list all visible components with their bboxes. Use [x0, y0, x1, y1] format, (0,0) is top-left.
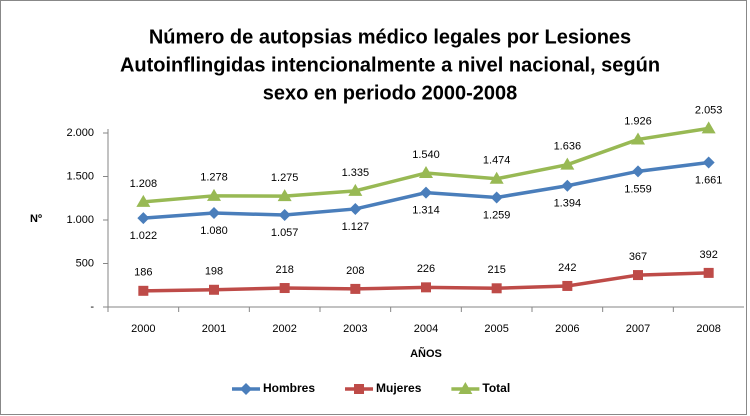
data-point	[209, 284, 219, 295]
data-label: 1.022	[130, 230, 158, 242]
data-point	[633, 270, 643, 281]
x-tick-label: 2000	[131, 323, 155, 335]
data-label: 198	[205, 266, 223, 278]
legend-label: Total	[482, 381, 510, 395]
data-point	[489, 171, 504, 184]
y-tick-label: 500	[76, 257, 94, 269]
data-label: 1.540	[412, 149, 440, 161]
data-label: 226	[417, 263, 435, 275]
x-tick-label: 2004	[414, 323, 438, 335]
data-label: 1.636	[554, 141, 582, 153]
y-tick-label: 2.000	[66, 127, 94, 139]
data-label: 208	[346, 265, 364, 277]
x-tick-label: 2005	[484, 323, 508, 335]
data-label: 1.127	[342, 221, 370, 233]
x-axis-label: AÑOS	[410, 347, 442, 360]
y-axis-label: Nº	[30, 213, 42, 225]
data-point	[420, 186, 432, 199]
legend-marker	[240, 383, 252, 395]
data-point	[138, 285, 149, 296]
data-point	[562, 280, 573, 291]
data-point	[631, 132, 645, 145]
data-label: 367	[629, 251, 647, 263]
data-point	[701, 121, 716, 134]
data-point	[349, 202, 362, 215]
data-label: 2.053	[695, 104, 723, 116]
x-tick-label: 2006	[555, 323, 579, 335]
data-label: 1.057	[271, 227, 299, 239]
data-point	[560, 157, 575, 170]
data-point	[490, 191, 503, 204]
legend-marker	[354, 384, 365, 394]
data-label: 1.661	[695, 174, 723, 186]
data-label: 1.259	[483, 209, 511, 221]
data-point	[491, 283, 502, 294]
chart-title: Autoinflingidas intencionalmente a nivel…	[120, 54, 660, 76]
x-tick-label: 2008	[696, 323, 720, 335]
y-tick-label: -	[90, 301, 94, 313]
data-label: 1.208	[130, 178, 158, 190]
data-point	[136, 194, 151, 207]
data-label: 242	[558, 262, 576, 274]
data-label: 1.080	[200, 225, 228, 237]
data-label: 1.474	[483, 155, 511, 167]
data-label: 1.335	[342, 167, 370, 179]
data-label: 1.926	[624, 115, 652, 127]
x-tick-label: 2002	[272, 323, 296, 335]
data-point	[350, 283, 361, 294]
chart-title: Número de autopsias médico legales por L…	[149, 26, 631, 48]
legend-label: Mujeres	[376, 381, 422, 395]
x-tick-label: 2001	[202, 323, 226, 335]
legend-marker	[458, 382, 473, 394]
data-point	[208, 207, 220, 220]
data-label: 1.314	[412, 205, 440, 217]
data-label: 392	[699, 249, 717, 261]
legend-label: Hombres	[263, 381, 315, 395]
data-point	[703, 267, 714, 278]
data-label: 218	[275, 264, 293, 276]
data-label: 1.275	[271, 172, 299, 184]
y-tick-label: 1.500	[66, 170, 94, 182]
data-label: 1.559	[624, 183, 652, 195]
data-point	[207, 188, 221, 201]
data-point	[137, 212, 150, 225]
data-point	[279, 283, 290, 294]
y-tick-label: 1.000	[66, 214, 94, 226]
data-point	[421, 282, 431, 293]
chart-title: sexo en periodo 2000-2008	[263, 82, 518, 104]
x-tick-label: 2003	[343, 323, 367, 335]
data-point	[419, 166, 433, 179]
data-point	[278, 209, 291, 222]
data-point	[561, 179, 574, 192]
data-point	[702, 156, 715, 169]
data-label: 1.278	[200, 172, 228, 184]
data-point	[348, 183, 363, 196]
data-point	[632, 165, 644, 178]
data-label: 1.394	[554, 198, 582, 210]
data-label: 186	[134, 267, 152, 279]
x-tick-label: 2007	[626, 323, 650, 335]
data-label: 215	[487, 264, 505, 276]
data-point	[277, 189, 292, 202]
